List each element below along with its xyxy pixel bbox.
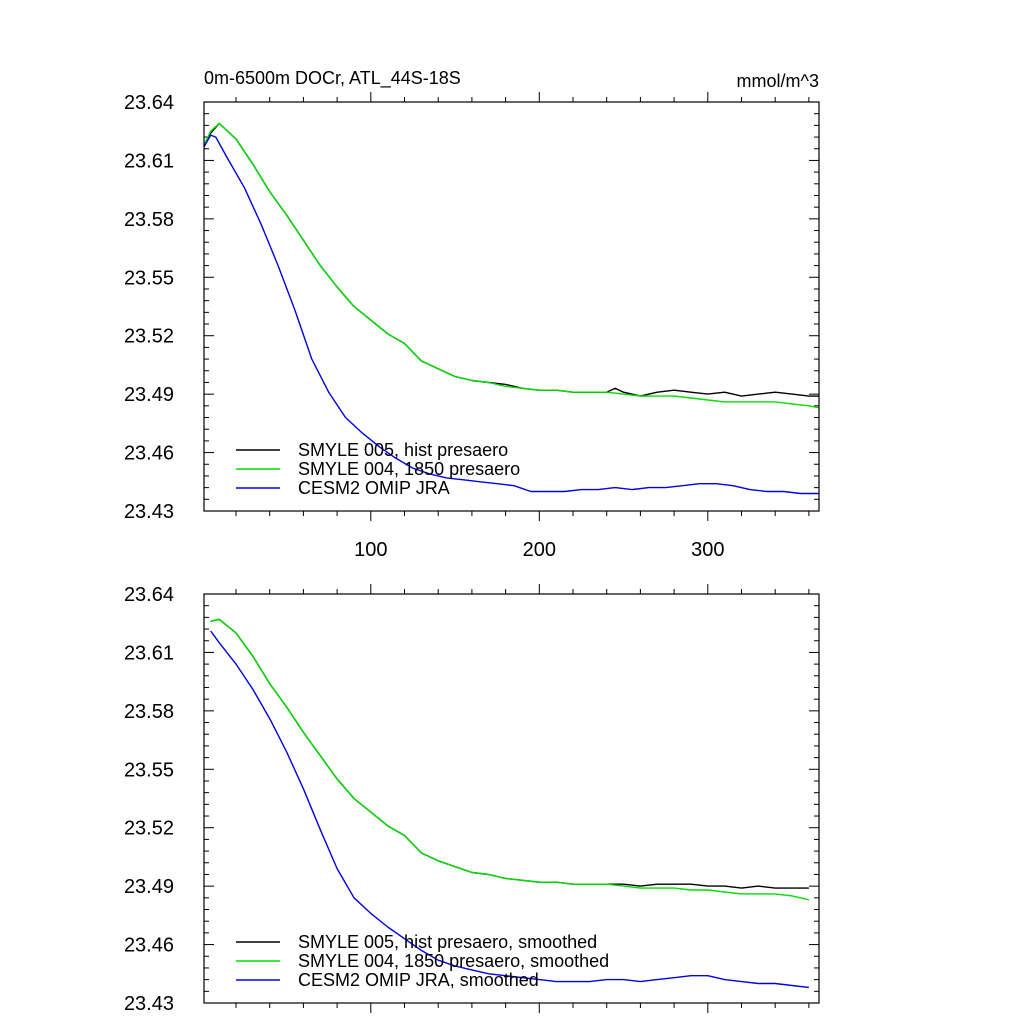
y-tick-label: 23.49 (124, 876, 174, 898)
axis-ticks (204, 584, 819, 1013)
series-line-smyle-005-hist-presaero-smoothed (210, 618, 809, 889)
legend-label: CESM2 OMIP JRA (298, 478, 450, 498)
y-tick-label: 23.58 (124, 701, 174, 723)
top-line-chart-panel: 0m-6500m DOCr, ATL_44S-18S mmol/m^3 23.4… (124, 68, 820, 561)
y-tick-label: 23.64 (124, 92, 174, 114)
units-label: mmol/m^3 (737, 71, 819, 91)
chart-title: 0m-6500m DOCr, ATL_44S-18S (204, 68, 461, 89)
series-line-cesm2-omip-jra (203, 134, 819, 495)
bottom-line-chart-panel: 23.43 23.46 23.49 23.52 23.55 23.58 23.61 23.64… (124, 584, 820, 1015)
plot-frame (203, 593, 820, 1004)
y-axis-tick-labels: 23.43 23.46 23.49 23.52 23.55 23.58 23.61 23.64 (124, 584, 174, 1015)
y-tick-label: 23.64 (124, 584, 174, 606)
plot-frame (203, 101, 820, 512)
x-tick-label: 200 (523, 539, 556, 561)
data-series (210, 618, 810, 989)
legend-label: SMYLE 005, hist presaero (298, 440, 508, 460)
legend-label: SMYLE 004, 1850 presaero, smoothed (298, 951, 609, 971)
y-tick-label: 23.46 (124, 935, 174, 957)
y-tick-label: 23.52 (124, 818, 174, 840)
y-tick-label: 23.55 (124, 267, 174, 289)
y-tick-label: 23.52 (124, 326, 174, 348)
y-tick-label: 23.58 (124, 209, 174, 231)
x-tick-label: 300 (691, 539, 724, 561)
y-axis-tick-labels: 23.43 23.46 23.49 23.52 23.55 23.58 23.61 23.64 (124, 92, 174, 523)
x-tick-label: 100 (354, 539, 387, 561)
series-line-smyle-005-hist-presaero (203, 122, 819, 397)
legend: SMYLE 005, hist presaero, smoothedSMYLE … (236, 932, 609, 990)
data-series (203, 122, 820, 495)
legend-label: CESM2 OMIP JRA, smoothed (298, 970, 539, 990)
series-line-smyle-004-1850-presaero-smoothed (210, 618, 810, 901)
y-tick-label: 23.61 (124, 642, 174, 664)
y-tick-label: 23.46 (124, 443, 174, 465)
x-axis-tick-labels: 100 200 300 (354, 539, 724, 561)
legend-label: SMYLE 004, 1850 presaero (298, 459, 520, 479)
series-line-cesm2-omip-jra-smoothed (210, 630, 809, 989)
y-tick-label: 23.43 (124, 993, 174, 1015)
y-tick-label: 23.61 (124, 150, 174, 172)
y-tick-label: 23.55 (124, 759, 174, 781)
axis-ticks (204, 92, 819, 521)
legend-label: SMYLE 005, hist presaero, smoothed (298, 932, 597, 952)
y-tick-label: 23.43 (124, 501, 174, 523)
y-tick-label: 23.49 (124, 384, 174, 406)
series-line-smyle-004-1850-presaero (203, 122, 820, 409)
